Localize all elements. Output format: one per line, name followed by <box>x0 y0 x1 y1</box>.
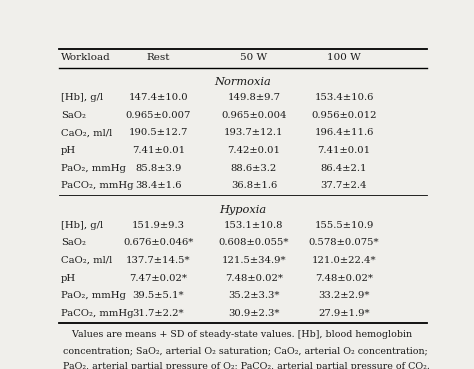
Text: 7.48±0.02*: 7.48±0.02* <box>315 274 373 283</box>
Text: 0.608±0.055*: 0.608±0.055* <box>219 238 289 248</box>
Text: SaO₂: SaO₂ <box>61 238 86 248</box>
Text: 30.9±2.3*: 30.9±2.3* <box>228 309 280 318</box>
Text: 7.42±0.01: 7.42±0.01 <box>228 146 281 155</box>
Text: 190.5±12.7: 190.5±12.7 <box>129 128 188 137</box>
Text: 0.578±0.075*: 0.578±0.075* <box>309 238 379 248</box>
Text: 7.48±0.02*: 7.48±0.02* <box>225 274 283 283</box>
Text: 151.9±9.3: 151.9±9.3 <box>132 221 185 230</box>
Text: 50 W: 50 W <box>240 52 267 62</box>
Text: 33.2±2.9*: 33.2±2.9* <box>318 291 370 300</box>
Text: CaO₂, ml/l: CaO₂, ml/l <box>61 256 112 265</box>
Text: Normoxia: Normoxia <box>215 77 271 87</box>
Text: PaO₂, mmHg: PaO₂, mmHg <box>61 164 126 173</box>
Text: 153.1±10.8: 153.1±10.8 <box>224 221 284 230</box>
Text: 193.7±12.1: 193.7±12.1 <box>224 128 284 137</box>
Text: 27.9±1.9*: 27.9±1.9* <box>318 309 370 318</box>
Text: 100 W: 100 W <box>327 52 361 62</box>
Text: CaO₂, ml/l: CaO₂, ml/l <box>61 128 112 137</box>
Text: 121.5±34.9*: 121.5±34.9* <box>222 256 286 265</box>
Text: 38.4±1.6: 38.4±1.6 <box>135 181 182 190</box>
Text: 121.0±22.4*: 121.0±22.4* <box>311 256 376 265</box>
Text: 0.965±0.004: 0.965±0.004 <box>221 111 287 120</box>
Text: 0.956±0.012: 0.956±0.012 <box>311 111 377 120</box>
Text: concentration; SaO₂, arterial O₂ saturation; CaO₂, arterial O₂ concentration;: concentration; SaO₂, arterial O₂ saturat… <box>63 346 428 355</box>
Text: PaCO₂, mmHg: PaCO₂, mmHg <box>61 309 134 318</box>
Text: 37.7±2.4: 37.7±2.4 <box>321 181 367 190</box>
Text: PaCO₂, mmHg: PaCO₂, mmHg <box>61 181 134 190</box>
Text: 137.7±14.5*: 137.7±14.5* <box>126 256 191 265</box>
Text: PaO₂, arterial partial pressure of O₂; PaCO₂, arterial partial pressure of CO₂.: PaO₂, arterial partial pressure of O₂; P… <box>63 362 430 369</box>
Text: 7.41±0.01: 7.41±0.01 <box>318 146 371 155</box>
Text: 35.2±3.3*: 35.2±3.3* <box>228 291 280 300</box>
Text: 7.47±0.02*: 7.47±0.02* <box>129 274 187 283</box>
Text: 155.5±10.9: 155.5±10.9 <box>314 221 374 230</box>
Text: Hypoxia: Hypoxia <box>219 205 266 215</box>
Text: 0.965±0.007: 0.965±0.007 <box>126 111 191 120</box>
Text: Workload: Workload <box>61 52 111 62</box>
Text: [Hb], g/l: [Hb], g/l <box>61 221 103 230</box>
Text: 31.7±2.2*: 31.7±2.2* <box>133 309 184 318</box>
Text: [Hb], g/l: [Hb], g/l <box>61 93 103 102</box>
Text: 7.41±0.01: 7.41±0.01 <box>132 146 185 155</box>
Text: 86.4±2.1: 86.4±2.1 <box>321 164 367 173</box>
Text: PaO₂, mmHg: PaO₂, mmHg <box>61 291 126 300</box>
Text: 88.6±3.2: 88.6±3.2 <box>231 164 277 173</box>
Text: pH: pH <box>61 146 76 155</box>
Text: 147.4±10.0: 147.4±10.0 <box>128 93 188 102</box>
Text: pH: pH <box>61 274 76 283</box>
Text: 149.8±9.7: 149.8±9.7 <box>228 93 281 102</box>
Text: Values are means + SD of steady-state values. [Hb], blood hemoglobin: Values are means + SD of steady-state va… <box>63 330 412 339</box>
Text: 0.676±0.046*: 0.676±0.046* <box>123 238 193 248</box>
Text: 36.8±1.6: 36.8±1.6 <box>231 181 277 190</box>
Text: 39.5±5.1*: 39.5±5.1* <box>133 291 184 300</box>
Text: 85.8±3.9: 85.8±3.9 <box>135 164 182 173</box>
Text: Rest: Rest <box>146 52 170 62</box>
Text: 153.4±10.6: 153.4±10.6 <box>314 93 374 102</box>
Text: SaO₂: SaO₂ <box>61 111 86 120</box>
Text: 196.4±11.6: 196.4±11.6 <box>314 128 374 137</box>
